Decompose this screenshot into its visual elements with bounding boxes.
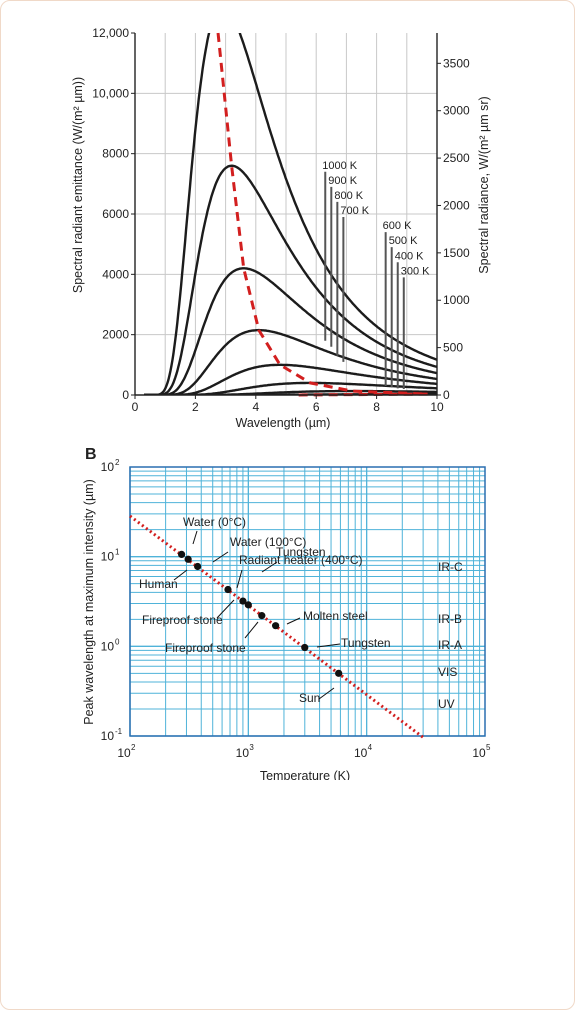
point-annotation: Fireproof stone <box>142 613 223 627</box>
panel-letter: B <box>85 446 97 463</box>
curve-600K <box>144 363 437 395</box>
x-tick-label: 10 <box>430 400 444 414</box>
y-right-tick-label: 3000 <box>443 104 470 118</box>
y-tick-label: 10 <box>101 460 115 474</box>
data-point <box>272 622 280 630</box>
y-tick-label: 0 <box>122 388 129 402</box>
x-tick-label: 2 <box>192 400 199 414</box>
band-label: IR-A <box>438 638 462 652</box>
y-axis-right-label: Spectral radiance, W/(m² µm sr) <box>477 96 491 273</box>
annotation-leader <box>212 551 229 563</box>
y-axis-label: Peak wavelength at maximum intensity (µm… <box>82 479 96 724</box>
band-label: IR-C <box>438 560 463 574</box>
temp-label: 500 K <box>389 235 418 247</box>
data-point <box>239 597 247 605</box>
temp-label: 900 K <box>328 175 357 187</box>
temp-label: 300 K <box>401 265 430 277</box>
annotation-leader <box>261 561 278 573</box>
annotation-leader <box>173 569 188 581</box>
point-annotation: Fireproof stone <box>165 641 246 655</box>
y-right-tick-label: 2500 <box>443 151 470 165</box>
data-point <box>335 669 343 677</box>
x-tick-label: 6 <box>313 400 320 414</box>
curve-900K <box>144 164 437 395</box>
x-tick-label: 4 <box>252 400 259 414</box>
y-tick-label: 8000 <box>102 147 129 161</box>
band-label: IR-B <box>438 612 462 626</box>
x-tick-label: 10 <box>354 746 368 760</box>
temp-label: 400 K <box>395 250 424 262</box>
data-point <box>258 612 266 620</box>
y-tick-exp: 2 <box>115 458 120 467</box>
curve-1000K <box>144 33 437 395</box>
data-point <box>194 562 202 571</box>
data-point <box>178 550 186 558</box>
annotation-leader <box>244 621 259 639</box>
point-annotation: Water (0°C) <box>183 515 246 529</box>
annotation-leader <box>316 643 341 648</box>
point-annotation: Sun <box>299 691 320 705</box>
y-right-tick-label: 1000 <box>443 293 470 307</box>
x-tick-exp: 2 <box>131 743 136 752</box>
annotation-leader <box>286 617 301 625</box>
x-tick-label: 8 <box>373 400 380 414</box>
plot-frame <box>129 466 486 737</box>
temp-label: 600 K <box>383 220 412 232</box>
temp-label: 700 K <box>340 205 369 217</box>
peak-locus-line <box>216 32 428 397</box>
y-right-tick-label: 500 <box>443 341 463 355</box>
y-tick-exp: 1 <box>115 548 120 557</box>
temp-label: 800 K <box>334 190 363 202</box>
band-label: VIS <box>438 665 457 679</box>
y-right-tick-label: 0 <box>443 388 450 402</box>
curve-700K <box>144 328 437 395</box>
annotation-leader <box>236 569 243 589</box>
curve-800K <box>144 267 437 395</box>
x-tick-exp: 4 <box>368 743 373 752</box>
point-annotation: Water (100°C) <box>230 535 306 549</box>
x-tick-exp: 3 <box>249 743 254 752</box>
x-tick-label: 10 <box>117 746 131 760</box>
y-tick-label: 2000 <box>102 328 129 342</box>
y-tick-label: 6000 <box>102 207 129 221</box>
y-right-tick-label: 2000 <box>443 198 470 212</box>
point-annotation: Human <box>139 577 178 591</box>
x-axis-label: Temperature (K) <box>260 769 350 780</box>
point-annotation: Tungsten <box>276 545 326 559</box>
temp-label: 1000 K <box>322 160 358 172</box>
blackbody-spectrum-chart: 0 2 4 6 8 100200040006000800010,00012,0000500… <box>71 26 491 430</box>
annotation-leader <box>216 599 235 619</box>
data-point <box>224 585 232 594</box>
x-tick-label: 0 <box>132 400 139 414</box>
y-axis-label: Spectral radiant emittance (W/(m² µm)) <box>71 77 85 293</box>
wien-law-chart: B IR-C IR-B IR-A VIS UV Water (0°C) Water (10… <box>82 446 491 780</box>
point-annotation: Radiant heater (400°C) <box>239 553 363 567</box>
x-tick-label: 10 <box>236 746 250 760</box>
data-point <box>184 555 192 563</box>
y-right-tick-label: 3500 <box>443 56 470 70</box>
y-tick-label: 12,000 <box>92 26 129 40</box>
y-tick-label: 10,000 <box>92 86 129 100</box>
annotation-leader <box>318 687 335 700</box>
x-axis-label: Wavelength (µm) <box>236 416 331 430</box>
point-annotation: Molten steel <box>303 609 368 623</box>
y-tick-label: 10 <box>101 550 115 564</box>
y-tick-label: 4000 <box>102 267 129 281</box>
y-tick-exp: 0 <box>115 637 120 646</box>
y-tick-label: 10 <box>101 639 115 653</box>
band-label: UV <box>438 697 455 711</box>
x-tick-exp: 5 <box>486 743 491 752</box>
data-point <box>244 601 252 609</box>
y-tick-label: 10 <box>101 729 115 743</box>
y-tick-exp: -1 <box>115 727 123 736</box>
x-tick-label: 10 <box>472 746 486 760</box>
point-annotation: Tungsten <box>341 636 391 650</box>
data-point <box>301 643 309 652</box>
annotation-leader <box>192 530 198 545</box>
y-right-tick-label: 1500 <box>443 246 470 260</box>
